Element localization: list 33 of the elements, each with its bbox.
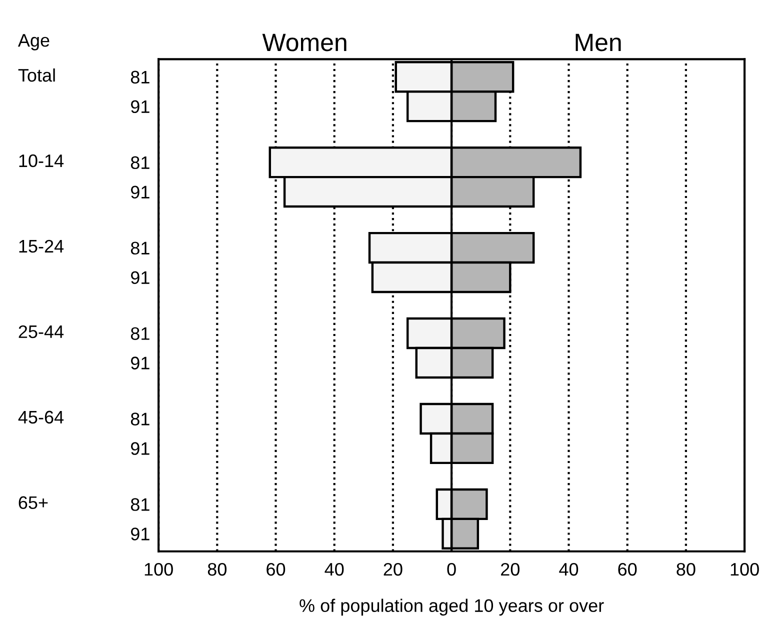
text: 25-44 [18, 325, 64, 338]
text: 65+ [18, 496, 48, 510]
text: 10-14 [19, 154, 64, 168]
text: 15-24 [19, 240, 64, 253]
x-tick-label: 80 [208, 562, 226, 576]
x-tick-label: 60 [266, 562, 286, 576]
y-tick-label: 81 [130, 498, 150, 511]
y-tick-label: 81 [130, 156, 150, 170]
y-tick-label: 91 [130, 528, 150, 540]
y-tick-label: 81 [130, 412, 150, 426]
x-tick-label: 40 [324, 562, 344, 576]
y-tick-label: 81 [130, 242, 150, 255]
text: Men [576, 34, 621, 52]
text: Women [262, 34, 346, 52]
y-axis-title: Age [18, 34, 50, 50]
x-tick-label: 100 [144, 562, 173, 576]
y-tick-label: 91 [130, 186, 150, 199]
x-tick-label: 20 [501, 562, 520, 576]
x-tick-label: 100 [730, 562, 759, 576]
y-tick-label: 81 [130, 327, 150, 340]
y-tick-label: 91 [130, 442, 150, 455]
x-axis-title: % of population aged 10 years or over [300, 598, 604, 616]
x-tick-label: 0 [447, 562, 456, 576]
text: Total [18, 68, 55, 82]
y-tick-label: 91 [130, 100, 150, 114]
x-tick-label: 80 [676, 562, 696, 576]
text: 45-64 [18, 410, 64, 424]
y-tick-label: 91 [130, 271, 150, 284]
x-tick-label: 60 [618, 562, 637, 576]
y-tick-label: 91 [130, 356, 150, 370]
x-tick-label: 20 [384, 562, 402, 576]
x-tick-label: 40 [559, 562, 578, 576]
y-tick-label: 81 [130, 70, 150, 84]
